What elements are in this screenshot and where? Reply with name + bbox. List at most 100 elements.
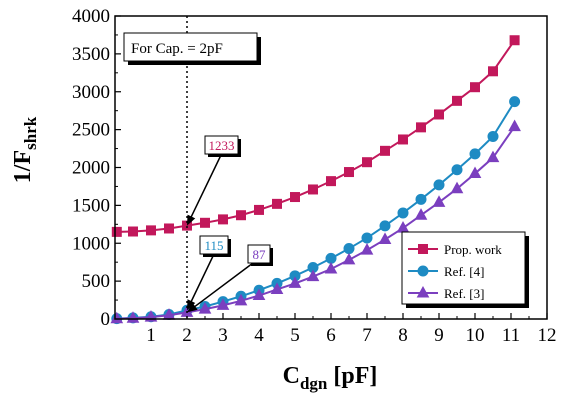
x-tick-label: 1	[146, 325, 156, 346]
data-point-triangle	[270, 282, 284, 294]
series-layer	[110, 35, 521, 325]
annotation-label: 1233	[209, 138, 235, 153]
legend-item: Prop. work	[408, 242, 502, 257]
x-tick-label: 9	[434, 325, 444, 346]
annotation-label: 87	[253, 247, 267, 262]
annotation-box	[247, 244, 271, 264]
data-point-triangle	[508, 119, 521, 132]
data-point-circle	[433, 179, 445, 191]
y-tick-label: 2500	[72, 120, 110, 141]
legend-label: Prop. work	[444, 242, 502, 257]
data-point-square	[308, 184, 318, 195]
data-point-circle	[415, 193, 427, 205]
data-point-square	[146, 225, 156, 236]
y-axis-title: 1/Fshrk	[10, 116, 40, 183]
y-tick-label: 1500	[72, 195, 110, 216]
y-tick-label: 500	[82, 271, 111, 292]
data-point-square	[418, 244, 428, 254]
x-tick-label: 12	[538, 325, 557, 346]
data-point-triangle	[306, 269, 320, 282]
x-tick-label: 4	[254, 325, 264, 346]
y-tick-label: 3000	[72, 82, 110, 103]
data-point-square	[452, 95, 462, 106]
data-point-triangle	[414, 208, 428, 220]
annotation-115: 115	[187, 235, 231, 311]
y-tick-label: 1000	[72, 233, 110, 254]
data-point-triangle	[378, 232, 392, 244]
series-ref-3	[110, 119, 521, 324]
annotation-87: 87	[187, 244, 273, 313]
annotation-arrow-line	[188, 253, 215, 306]
series-line	[116, 39, 516, 233]
data-point-triangle	[110, 311, 124, 324]
annotation-arrow-head	[187, 214, 196, 226]
data-point-triangle	[324, 261, 338, 274]
data-point-triangle	[450, 181, 464, 194]
legend-item: Ref. [3]	[408, 285, 484, 301]
data-point-circle	[397, 207, 409, 219]
data-point-square	[218, 214, 228, 225]
data-point-triangle	[234, 293, 248, 306]
data-point-triangle	[252, 288, 266, 301]
cap-label-box: For Cap. = 2pF	[123, 32, 261, 65]
annotation-1233: 1233	[187, 135, 241, 226]
x-tick-label: 6	[326, 325, 336, 346]
data-point-square	[326, 176, 336, 187]
data-point-circle	[343, 243, 355, 255]
y-tick-label: 3500	[72, 44, 110, 65]
data-point-circle	[379, 220, 391, 232]
data-point-circle	[487, 130, 499, 142]
data-point-triangle	[416, 285, 430, 298]
legend-item: Ref. [4]	[408, 264, 484, 279]
svg-text:1/Fshrk: 1/Fshrk	[10, 116, 40, 183]
annotation-arrow-line	[191, 262, 254, 310]
plot-frame	[114, 15, 548, 320]
data-point-triangle	[216, 298, 230, 310]
data-point-square	[434, 109, 444, 120]
legend-label: Ref. [3]	[444, 286, 484, 301]
data-point-square	[362, 157, 372, 168]
data-point-square	[509, 35, 520, 46]
data-point-square	[254, 204, 264, 215]
data-point-circle	[469, 148, 481, 160]
data-point-triangle	[432, 195, 446, 207]
annotation-arrow-head	[187, 299, 196, 311]
data-point-circle	[451, 164, 463, 176]
data-point-circle	[509, 96, 521, 108]
x-tick-label: 5	[290, 325, 300, 346]
data-point-triangle	[396, 221, 410, 233]
data-point-circle	[361, 232, 373, 244]
data-point-triangle	[198, 302, 212, 314]
data-point-triangle	[288, 276, 302, 288]
y-axis-label: 1/F	[10, 150, 36, 183]
x-axis-label: C	[283, 363, 300, 389]
data-point-square	[380, 145, 390, 156]
data-point-square	[398, 134, 408, 145]
y-tick-label: 2000	[72, 158, 110, 179]
x-tick-label: 3	[218, 325, 228, 346]
data-point-square	[200, 217, 210, 228]
data-point-triangle	[360, 243, 374, 255]
data-point-square	[488, 66, 498, 77]
y-tick-label: 4000	[72, 6, 110, 27]
annotations: 1233 115 87	[187, 135, 273, 313]
data-point-square	[164, 223, 174, 234]
data-point-circle	[325, 252, 337, 264]
y-axis-label-sub: shrk	[21, 116, 40, 150]
x-tick-label: 11	[502, 325, 520, 346]
x-axis-label-unit: [pF]	[327, 363, 377, 389]
y-tick-label: 0	[101, 309, 111, 330]
annotation-box	[204, 135, 239, 155]
data-point-square	[416, 122, 426, 133]
legend-label: Ref. [4]	[444, 264, 484, 279]
data-point-square	[470, 82, 480, 93]
data-point-triangle	[468, 166, 482, 179]
cap-label: For Cap. = 2pF	[131, 41, 223, 57]
x-tick-label: 7	[362, 325, 372, 346]
data-point-square	[272, 198, 282, 209]
y-axis-ticks: 0 500 1000 1500 2000 2500 3000 3500 4000	[72, 6, 121, 330]
data-point-square	[128, 226, 138, 237]
x-axis-label-sub: dgn	[300, 374, 328, 393]
series-prop-work	[111, 35, 520, 237]
